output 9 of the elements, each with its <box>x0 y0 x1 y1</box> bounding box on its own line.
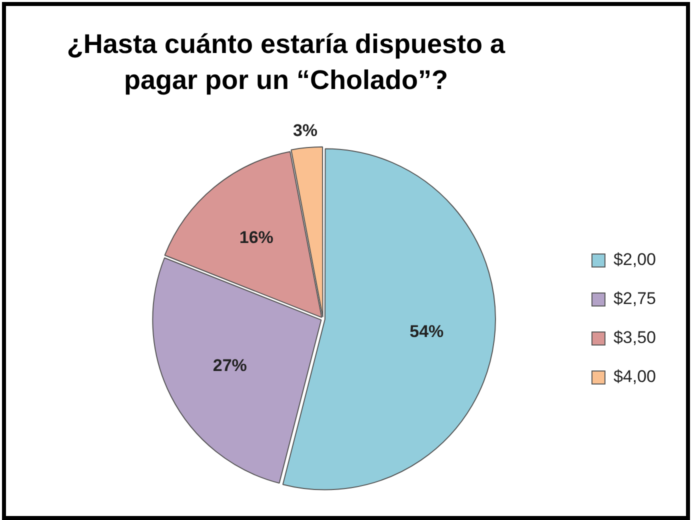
legend-label: $2,75 <box>613 289 656 308</box>
data-label: 3% <box>292 121 318 140</box>
legend-label: $4,00 <box>613 367 656 386</box>
legend-label: $3,50 <box>613 328 656 348</box>
data-label: 16% <box>239 228 274 248</box>
legend-label: $2,00 <box>613 250 656 270</box>
data-label: 27% <box>212 356 247 376</box>
chart-title: ¿Hasta cuánto estaría dispuesto a pagar por un “Cholado”? <box>66 28 506 97</box>
data-label: 54% <box>410 322 444 341</box>
